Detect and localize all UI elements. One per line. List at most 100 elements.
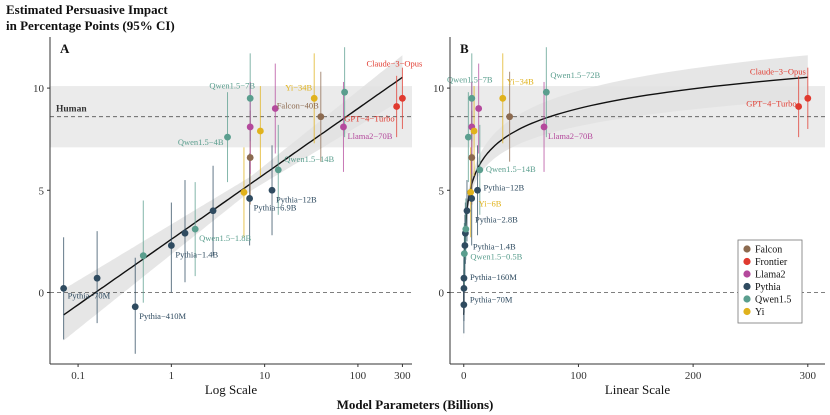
- panel-b-point-23: [804, 94, 812, 102]
- panel-a-point-label-17: Qwen1.5−14B: [284, 154, 334, 164]
- panel-a-subtitle: Log Scale: [205, 382, 258, 397]
- panel-b-point-16: [475, 105, 483, 112]
- panel-b-x-tick-label-1: 100: [570, 370, 587, 382]
- panel-a-point-15: [268, 186, 276, 194]
- panel-b-point-0: [460, 301, 468, 309]
- panel-b-x-tick-label-0: 0: [461, 370, 467, 382]
- panel-b-plot-area: [450, 47, 825, 341]
- panel-b-point-19: [506, 113, 514, 121]
- panel-b-point-2: [460, 274, 468, 282]
- panel-a-point-17: [274, 166, 282, 174]
- panel-b-point-8: [464, 133, 472, 141]
- panel-b-point-21: [542, 88, 550, 96]
- panel-b-x-tick-label-3: 300: [800, 370, 817, 382]
- legend-swatch-yi: [743, 307, 751, 316]
- panel-a-point-label-4: Pythia−1.4B: [175, 249, 218, 259]
- panel-b-point-10: [468, 195, 476, 202]
- panel-b-point-label-7: Pythia−2.8B: [475, 215, 518, 225]
- panel-a-y-tick-label-2: 10: [33, 83, 45, 95]
- panel-a-point-11: [246, 154, 254, 161]
- panel-b-point-label-3: Qwen1.5−0.5B: [470, 252, 522, 262]
- panel-b-y-tick-label-0: 0: [439, 287, 445, 299]
- panel-a-point-label-20: Llama2−70B: [347, 131, 392, 141]
- panel-a-point-3: [139, 252, 147, 260]
- panel-a-point-13: [246, 123, 254, 131]
- legend-label-pythia: Pythia: [755, 282, 781, 293]
- panel-a-x-tick-label-1: 1: [169, 370, 175, 382]
- panel-a-point-19: [317, 113, 325, 121]
- panel-a-point-9: [240, 188, 248, 196]
- legend-label-falcon: Falcon: [755, 245, 782, 256]
- panel-b-point-label-17: Qwen1.5−14B: [486, 164, 536, 174]
- panel-a-point-8: [224, 133, 231, 141]
- panel-a-plot-area: [50, 47, 412, 354]
- panel-b-fit-ci-band: [463, 55, 808, 341]
- panel-b-point-label-2: Pythia−160M: [470, 272, 517, 282]
- panel-a-point-7: [209, 207, 217, 215]
- panel-b-point-label-15: Pythia−12B: [484, 182, 525, 192]
- panel-a-point-12: [246, 94, 254, 102]
- figure-title-line-2: in Percentage Points (95% CI): [6, 18, 175, 33]
- panel-a-letter: A: [60, 41, 70, 56]
- panel-a-point-label-2: Pythia−410M: [139, 311, 186, 321]
- panel-a-fit-ci-band: [63, 55, 403, 341]
- panel-b-point-label-0: Pythia−70M: [470, 295, 513, 305]
- panel-a-point-22: [393, 103, 401, 110]
- panel-a-fit-line: [63, 76, 403, 316]
- panel-b-letter: B: [460, 41, 469, 56]
- figure-title-line-1: Estimated Persuasive Impact: [6, 2, 168, 17]
- panel-b-point-4: [461, 242, 469, 249]
- panel-b-point-6: [462, 225, 470, 233]
- panel-a: Pythia−70M Pythia−410M Pythia−1.4B Qwen1.5−…: [33, 37, 422, 397]
- panel-a-point-label-10: Pythia−6.9B: [254, 202, 297, 212]
- panel-b-point-label-21: Qwen1.5−72B: [550, 70, 600, 80]
- panel-a-point-18: [310, 94, 318, 102]
- panel-b-x-tick-label-2: 200: [685, 370, 702, 382]
- panel-a-point-label-8: Qwen1.5−4B: [178, 137, 224, 147]
- panel-b-point-label-20: Llama2−70B: [548, 131, 593, 141]
- panel-a-x-tick-label-4: 300: [394, 370, 411, 382]
- panel-a-x-tick-label-0: 0.1: [71, 370, 85, 382]
- panel-b-point-label-9: Yi−6B: [479, 198, 502, 208]
- panel-b-point-18: [499, 94, 507, 102]
- panel-a-point-20: [340, 123, 347, 131]
- panel-b-point-9: [467, 188, 475, 196]
- panel-b-point-label-18: Yi−34B: [507, 76, 534, 86]
- panel-a-point-label-15: Pythia−12B: [276, 194, 317, 204]
- panel-a-point-label-19: Falcon−40B: [277, 101, 319, 111]
- panel-b-point-1: [460, 284, 468, 292]
- panel-b-point-17: [476, 166, 484, 174]
- panel-b-point-label-22: GPT−4−Turbo: [746, 98, 796, 108]
- panel-b-point-label-12: Qwen1.5−7B: [447, 74, 493, 84]
- legend-label-qwen1-5: Qwen1.5: [755, 295, 791, 306]
- panel-b-point-14: [470, 127, 478, 135]
- panel-a-point-14: [256, 127, 264, 135]
- panel-b-point-15: [474, 186, 481, 194]
- legend-label-frontier: Frontier: [755, 257, 788, 268]
- panel-b-point-label-4: Pythia−1.4B: [473, 241, 516, 251]
- panel-a-point-label-12: Qwen1.5−7B: [209, 80, 255, 90]
- panel-a-y-tick-label-1: 5: [39, 185, 45, 197]
- panel-b-point-7: [463, 207, 471, 215]
- panel-a-point-label-22: GPT−4−Turbo: [344, 113, 394, 123]
- panel-a-point-23: [399, 94, 406, 102]
- panel-a-point-0: [60, 284, 68, 292]
- legend-label-yi: Yi: [755, 307, 765, 318]
- panel-a-point-1: [93, 274, 101, 282]
- legend-swatch-llama2: [743, 270, 751, 278]
- panel-b-y-tick-label-1: 5: [439, 185, 445, 197]
- panel-a-point-6: [191, 225, 199, 233]
- panel-a-point-label-18: Yi−34B: [285, 82, 312, 92]
- figure-xlabel: Model Parameters (Billions): [337, 397, 494, 412]
- panel-b-point-3: [460, 250, 468, 258]
- panel-b-subtitle: Linear Scale: [605, 382, 671, 397]
- panel-a-point-16: [271, 105, 279, 112]
- panel-a-point-label-6: Qwen1.5−1.8B: [199, 233, 251, 243]
- panel-b: Pythia−70MPythia−160MQwen1.5−0.5BPythia−…: [433, 37, 825, 397]
- panel-a-x-tick-label-3: 100: [350, 370, 367, 382]
- legend-swatch-falcon: [743, 245, 751, 253]
- panel-b-point-11: [468, 154, 476, 161]
- panel-b-point-label-23: Claude−3−Opus: [750, 66, 806, 76]
